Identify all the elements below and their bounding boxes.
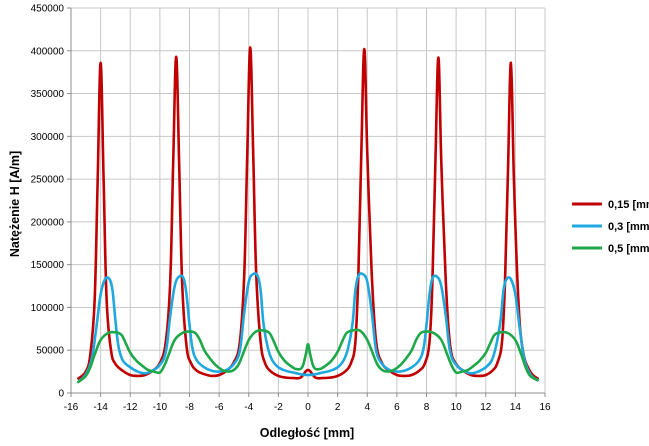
x-axis-title: Odległość [mm] (260, 426, 354, 440)
x-tick-label: -16 (64, 402, 79, 413)
y-tick-label: 200000 (31, 217, 65, 228)
tick-labels: -16 -14 -12 -10 -8 -6 -4 -2 0 2 4 6 8 10 12 14 16 0 50000 1… (31, 4, 551, 414)
x-tick-label: 8 (424, 402, 430, 413)
x-tick-label: 16 (539, 402, 551, 413)
y-tick-label: 50000 (36, 346, 64, 357)
y-tick-label: 400000 (31, 46, 65, 57)
x-tick-label: -6 (215, 402, 224, 413)
x-tick-label: -14 (93, 402, 108, 413)
x-tick-label: 2 (335, 402, 341, 413)
x-tick-label: -4 (244, 402, 253, 413)
y-tick-label: 350000 (31, 89, 65, 100)
x-tick-label: -8 (185, 402, 194, 413)
x-tick-label: 12 (480, 402, 492, 413)
gridlines (71, 7, 546, 393)
series-line-2 (77, 272, 539, 384)
x-tick-label: -2 (274, 402, 283, 413)
series-line-3 (77, 328, 539, 384)
x-tick-label: -10 (153, 402, 168, 413)
y-tick-label: 100000 (31, 303, 65, 314)
legend-label-2: 0,3 [mm] (608, 221, 649, 233)
axes (67, 7, 546, 397)
y-tick-label: 250000 (31, 175, 65, 186)
x-tick-label: 0 (305, 402, 311, 413)
x-tick-label: 10 (451, 402, 463, 413)
x-tick-label: 14 (510, 402, 522, 413)
x-tick-label: 6 (394, 402, 400, 413)
y-tick-label: 300000 (31, 132, 65, 143)
legend: 0,15 [mm] 0,3 [mm] 0,5 [mm] (572, 199, 649, 255)
legend-label-3: 0,5 [mm] (608, 243, 649, 255)
y-axis-title: Natężenie H [A/m] (8, 151, 22, 257)
x-tick-label: 4 (364, 402, 370, 413)
y-tick-label: 450000 (31, 4, 65, 15)
series-lines (77, 46, 539, 384)
x-tick-label: -12 (123, 402, 138, 413)
y-tick-label: 150000 (31, 260, 65, 271)
y-tick-label: 0 (58, 389, 64, 400)
legend-label-1: 0,15 [mm] (608, 199, 649, 211)
